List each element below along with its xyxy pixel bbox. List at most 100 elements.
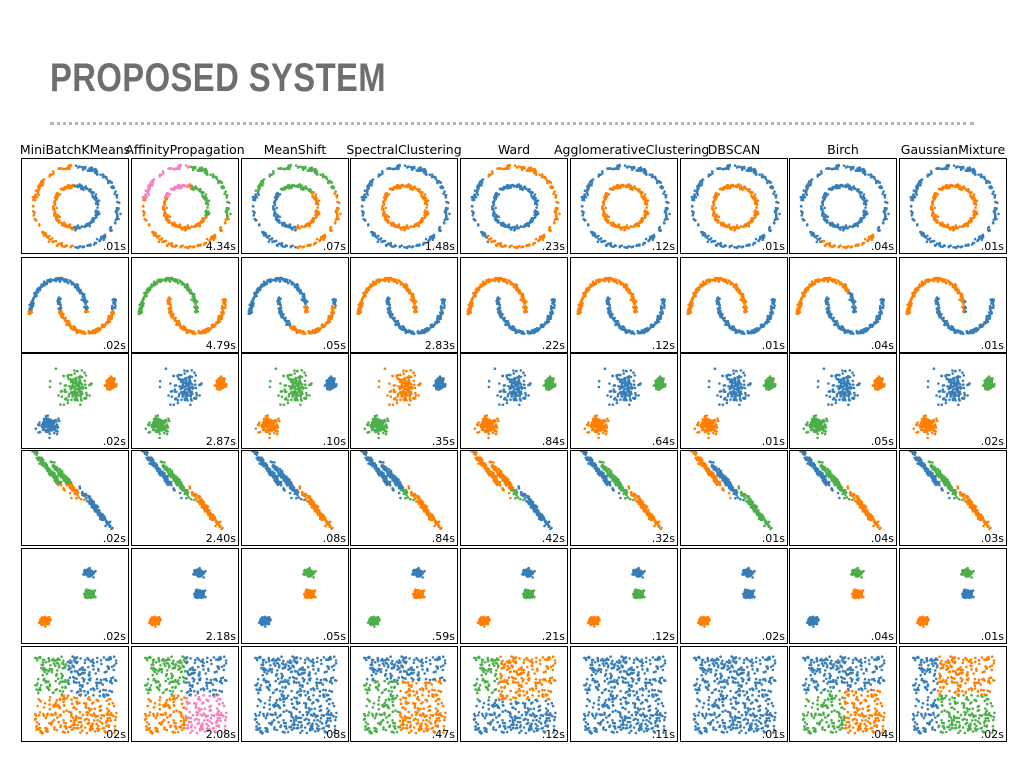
scatter-plot <box>908 451 992 531</box>
panel-noisy-circles-affinitypropagation: 4.34s <box>131 158 239 254</box>
cluster-points <box>143 694 188 735</box>
runtime-label: .01s <box>103 241 126 253</box>
runtime-label: .08s <box>323 729 346 741</box>
cluster-points <box>184 655 228 697</box>
scatter-plot <box>141 163 232 250</box>
cluster-points <box>816 367 861 407</box>
scatter-plot <box>469 451 553 531</box>
cluster-points <box>912 414 939 440</box>
cluster-points <box>961 588 975 600</box>
cluster-points <box>693 414 720 440</box>
cluster-points <box>380 183 430 232</box>
scatter-plot <box>576 276 666 336</box>
cluster-points <box>188 485 224 531</box>
cluster-points <box>487 367 532 407</box>
panel-noisy-circles-birch: .04s <box>789 158 897 254</box>
runtime-label: 2.18s <box>206 631 236 643</box>
runtime-label: .21s <box>542 631 565 643</box>
runtime-label: .84s <box>542 436 565 448</box>
cluster-points <box>137 276 200 316</box>
panel-blobs-gaussianmixture: .01s <box>899 548 1007 644</box>
runtime-label: .02s <box>103 729 126 741</box>
cluster-points <box>158 367 203 407</box>
panel-noisy-circles-dbscan: .01s <box>680 158 788 254</box>
scatter-plot <box>356 276 446 336</box>
cluster-points <box>78 485 114 531</box>
cluster-points <box>144 655 188 696</box>
runtime-label: .05s <box>871 436 894 448</box>
runtime-label: .07s <box>323 241 346 253</box>
cluster-points <box>522 588 536 600</box>
panel-aniso-spectralclustering: .84s <box>350 450 458 546</box>
runtime-label: .12s <box>652 241 675 253</box>
cluster-points <box>605 296 666 336</box>
runtime-label: .23s <box>542 241 565 253</box>
runtime-label: .84s <box>432 533 455 545</box>
scatter-plot <box>686 276 776 336</box>
cluster-points <box>473 414 500 440</box>
panel-varied-birch: .05s <box>789 353 897 449</box>
cluster-points <box>359 451 405 500</box>
cluster-points <box>268 367 313 407</box>
cluster-points <box>821 233 875 250</box>
panel-aniso-meanshift: .08s <box>241 450 349 546</box>
scatter-plot <box>476 566 536 628</box>
cluster-points <box>30 451 73 486</box>
cluster-points <box>295 191 342 250</box>
cluster-points <box>580 163 671 250</box>
cluster-points <box>82 566 97 579</box>
runtime-label: .22s <box>542 340 565 352</box>
scatter-plot <box>143 655 228 735</box>
runtime-label: .04s <box>871 729 894 741</box>
column-title-affinitypropagation: AffinityPropagation <box>115 142 255 158</box>
cluster-points <box>27 309 116 336</box>
runtime-label: .01s <box>762 340 785 352</box>
cluster-points <box>495 296 556 336</box>
cluster-points <box>908 451 951 500</box>
runtime-label: 2.08s <box>206 729 236 741</box>
cluster-points <box>521 566 536 579</box>
scatter-plot <box>30 451 114 531</box>
runtime-label: .32s <box>652 533 675 545</box>
cluster-points <box>926 367 971 407</box>
cluster-points <box>466 276 529 316</box>
cluster-points <box>927 460 964 502</box>
scatter-plot <box>34 367 118 440</box>
cluster-points <box>144 414 171 440</box>
cluster-points <box>289 304 337 336</box>
scatter-plot <box>466 276 556 336</box>
cluster-points <box>190 165 232 218</box>
panel-noisy-moons-ward: .22s <box>460 257 568 353</box>
scatter-plot <box>251 163 342 250</box>
scatter-plot <box>472 655 557 735</box>
scatter-plot <box>257 566 317 628</box>
cluster-points <box>936 655 996 697</box>
scatter-plot <box>144 367 228 440</box>
cluster-points <box>600 183 650 232</box>
scatter-plot <box>579 451 663 531</box>
title-divider <box>50 122 974 125</box>
panel-noisy-moons-agglomerativeclustering: .12s <box>570 257 678 353</box>
cluster-points <box>363 655 447 682</box>
cluster-points <box>652 375 667 391</box>
cluster-points <box>399 488 415 502</box>
scatter-plot <box>696 566 756 628</box>
scatter-plot <box>689 451 773 531</box>
panel-aniso-agglomerativeclustering: .32s <box>570 450 678 546</box>
cluster-points <box>690 163 781 250</box>
scatter-plot <box>147 566 207 628</box>
runtime-label: .01s <box>981 340 1004 352</box>
panel-no-structure-dbscan: .01s <box>680 646 788 742</box>
cluster-points <box>141 163 190 199</box>
runtime-label: .02s <box>981 729 1004 741</box>
scatter-plot <box>802 367 886 440</box>
scatter-plot <box>366 566 426 628</box>
cluster-points <box>247 276 337 328</box>
column-title-dbscan: DBSCAN <box>664 142 804 158</box>
cluster-points <box>799 163 890 244</box>
cluster-points <box>407 485 443 531</box>
cluster-points <box>48 367 93 407</box>
panel-varied-affinitypropagation: 2.87s <box>131 353 239 449</box>
scatter-plot <box>912 367 996 440</box>
panel-aniso-ward: .42s <box>460 450 568 546</box>
